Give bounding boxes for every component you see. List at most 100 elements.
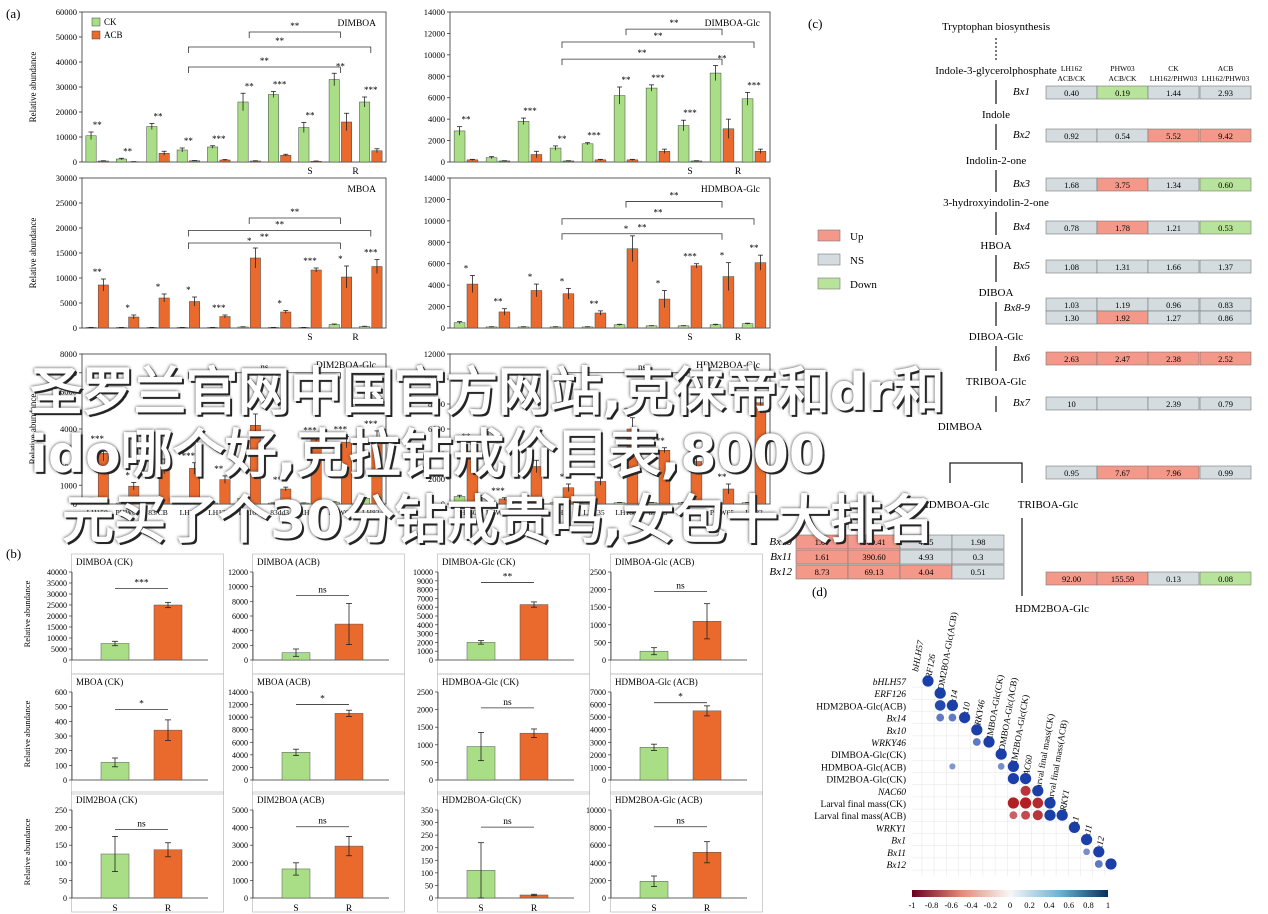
y-axis-label: Relative abundance [22, 700, 32, 767]
gene-label: Bx7 [1013, 397, 1031, 409]
y-tick-label: 10000 [413, 568, 433, 577]
y-tick-label: 0 [602, 656, 606, 665]
y-tick-label: 600 [55, 688, 67, 697]
bar-r [334, 713, 364, 781]
significance-label: * [624, 406, 629, 416]
gene-label: Bx3 [1013, 178, 1031, 190]
y-tick-label: 8000 [417, 586, 433, 595]
value-cell-text: 0.78 [1064, 223, 1079, 233]
chart-title: HDMBOA-Glc (ACB) [615, 677, 698, 687]
y-tick-label: 1000 [232, 876, 248, 885]
significance-label: ** [590, 299, 600, 309]
value-cell-text: 0.13 [1166, 574, 1181, 584]
y-tick-label: 0 [602, 894, 606, 903]
gene-label: Bx2 [1013, 129, 1031, 141]
y-tick-label: 6000 [428, 93, 445, 103]
significance-label: * [156, 282, 161, 292]
value-cell-text: 7.96 [1166, 468, 1181, 478]
value-cell [1147, 220, 1200, 235]
y-tick-label: 8000 [428, 399, 445, 409]
significance-label: *** [303, 425, 317, 435]
significance-label: ** [154, 112, 164, 122]
significance-label: * [560, 276, 565, 286]
gene-label: Bx5 [1013, 260, 1031, 272]
panel-b-bar-charts: DIMBOA (CK)05000100001500020000250003000… [22, 553, 763, 914]
y-tick-label: 8000 [428, 237, 445, 247]
y-tick-label: 350 [421, 806, 433, 815]
compound-label: DIBOA-Glc [969, 331, 1023, 343]
chart-a-6: 020004000600080001000012000HDM2BOA-Glc**… [424, 349, 771, 517]
correlation-dot [983, 736, 995, 748]
chart-title: DIMBOA-Glc (CK) [442, 557, 515, 567]
value-cell-text: 1.98 [971, 537, 986, 547]
bracket-label: ** [260, 56, 270, 66]
value-cell [951, 549, 1005, 565]
row-label: WRKY1 [876, 824, 906, 834]
compound-label: Indole [982, 109, 1010, 121]
bar-acb [158, 297, 170, 329]
row-label: DIM2BOA-Glc(CK) [826, 775, 906, 786]
chart-frame [449, 177, 771, 329]
y-tick-label: 0 [429, 656, 433, 665]
y-tick-label: 3000 [590, 738, 606, 747]
colorbar [912, 890, 1108, 897]
comparison-bracket [188, 372, 341, 379]
value-cell [1199, 571, 1252, 586]
genotype-header: CK [1168, 64, 1179, 73]
y-tick-label: 2000 [428, 474, 445, 484]
significance-label: *** [364, 419, 378, 429]
significance-label: * [528, 272, 533, 282]
x-category-label: LH135 [208, 508, 229, 517]
significance-label: ** [123, 146, 133, 156]
y-tick-label: 2000 [232, 641, 248, 650]
gene-label: Bx1 [1013, 86, 1030, 98]
bar-ck [328, 324, 340, 329]
significance-label: * [560, 472, 565, 482]
value-cell-text: 1.92 [1115, 313, 1130, 323]
colorbar-tick-label: -0.2 [984, 900, 997, 910]
correlation-dot [1105, 858, 1117, 870]
bar-ck [677, 125, 690, 163]
value-cell-text: 4.04 [919, 567, 935, 577]
bar-acb [690, 265, 703, 329]
chart-title: MBOA (CK) [76, 677, 123, 687]
chart-title: MBOA [347, 185, 376, 195]
bar-r [153, 604, 183, 661]
value-cell-text: 1.66 [1166, 262, 1181, 272]
correlation-dot [1032, 797, 1044, 809]
significance-label: ns [676, 817, 685, 827]
significance-label: * [656, 279, 661, 289]
y-tick-label: 0 [73, 323, 77, 333]
y-tick-label: 10000 [424, 374, 445, 384]
pathway-branch [949, 462, 1023, 483]
significance-label: * [125, 470, 130, 480]
x-category-label: PHW03 [116, 508, 140, 517]
value-cell [1147, 396, 1200, 411]
gene-label: Bx10 [769, 536, 792, 548]
chart-b-2: DIMBOA (ACB) 0 2000 4000 6000 8000 10000 12000 n… [228, 553, 405, 675]
comparison-bracket [625, 201, 723, 208]
value-cell-text: 2.38 [1166, 354, 1181, 364]
chart-b-5: MBOA (CK) 0 100 200 300 400 500 600 Relative abu… [22, 673, 224, 795]
y-tick-label: 500 [421, 758, 433, 767]
y-tick-label: 250 [55, 806, 67, 815]
value-cell-text: 0.99 [1218, 468, 1233, 478]
y-tick-label: 7000 [60, 368, 77, 378]
y-tick-label: 250 [421, 831, 433, 840]
significance-label: ns [503, 817, 512, 827]
bar-ck [613, 95, 626, 163]
y-tick-label: 500 [55, 703, 67, 712]
y-tick-label: 5000 [232, 806, 248, 815]
colorbar-tick-label: 1 [1106, 900, 1110, 910]
comparison-bracket [561, 41, 755, 48]
bracket-label: ** [290, 207, 300, 217]
value-cell-text: 5.52 [1166, 131, 1181, 141]
value-cell [951, 534, 1005, 550]
y-tick-label: 6000 [590, 841, 606, 850]
y-tick-label: 30000 [56, 173, 77, 183]
value-cell-text: 92.00 [1062, 574, 1081, 584]
row-label: bHLH57 [873, 678, 908, 688]
value-cell [1147, 351, 1200, 366]
chart-a-3: 0 5000 10000 15000 20000 25000 30000 Relative a… [28, 173, 387, 343]
chart-title: HDM2BOA-Glc(CK) [442, 795, 521, 805]
